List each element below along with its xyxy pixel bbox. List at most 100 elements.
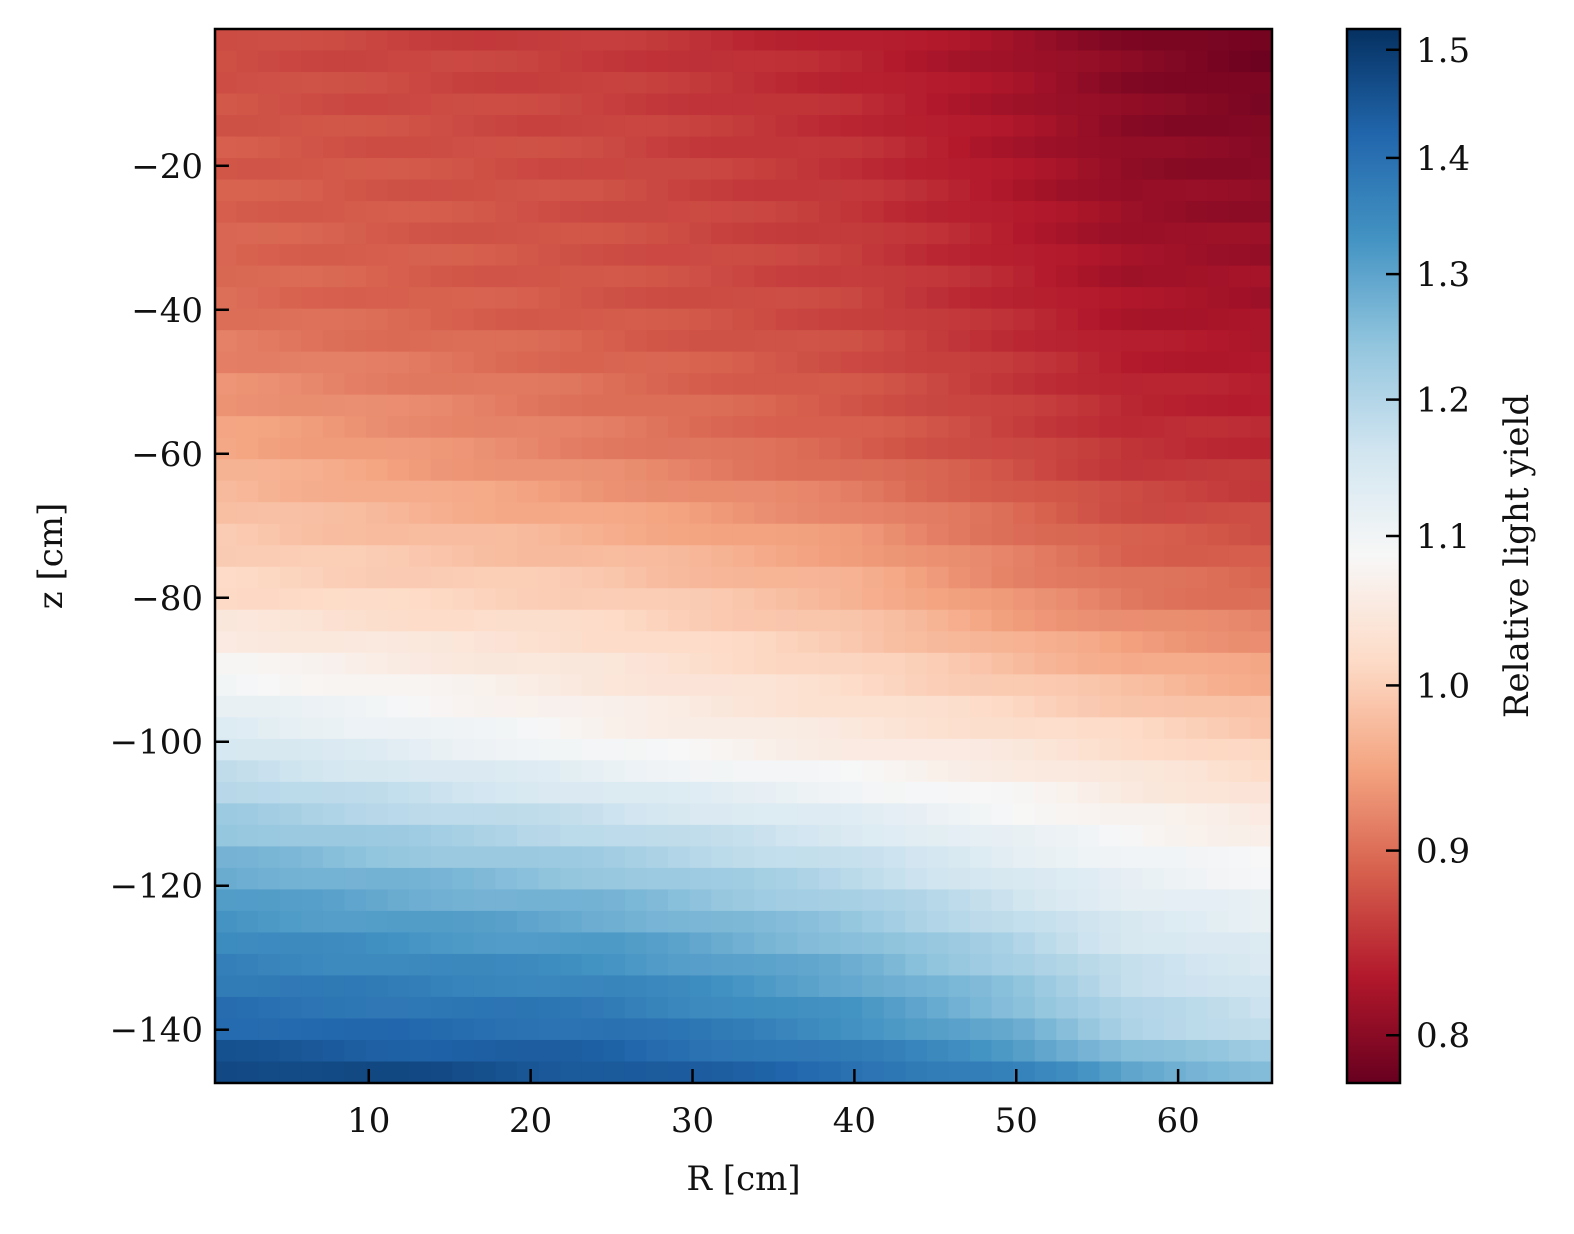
heatmap-cell [689,502,712,525]
heatmap-cell [538,179,561,202]
heatmap-cell [711,1061,734,1084]
heatmap-cell [1228,523,1252,546]
heatmap-cell [452,308,475,331]
heatmap-cell [689,459,712,482]
heatmap-cell [344,480,367,503]
heatmap-cell [581,115,604,138]
heatmap-cell [344,1061,367,1084]
heatmap-cell [430,308,453,331]
heatmap-cell [279,846,302,869]
heatmap-cell [344,781,367,804]
heatmap-cell [258,803,281,826]
heatmap-cell [1164,416,1187,439]
heatmap-cell [668,738,691,761]
heatmap-cell [948,910,971,934]
heatmap-cell [258,889,281,912]
heatmap-cell [624,265,648,288]
heatmap-cell [797,953,820,977]
heatmap-cell [387,674,410,697]
heatmap-cell [819,695,842,718]
heatmap-cell [1034,480,1057,503]
heatmap-cell [301,93,324,116]
heatmap-cell [409,996,432,1020]
heatmap-cell [732,72,755,95]
heatmap-cell [689,201,712,224]
heatmap-cell [1099,910,1122,934]
heatmap-cell [862,824,885,847]
heatmap-cell [797,523,820,546]
heatmap-cell [646,373,669,396]
heatmap-cell [1056,975,1079,998]
heatmap-cell [840,717,863,740]
heatmap-cell [775,416,799,439]
heatmap-cell [366,265,389,288]
heatmap-cell [258,136,281,159]
heatmap-cell [1142,932,1165,955]
heatmap-cell [1185,953,1208,977]
heatmap-cell [711,760,734,783]
heatmap-cell [322,330,346,353]
heatmap-cell [215,265,238,288]
heatmap-cell [689,222,712,245]
heatmap-cell [1207,588,1230,611]
heatmap-cell [732,222,755,245]
heatmap-cell [905,545,928,568]
heatmap-cell [430,29,453,52]
heatmap-cell [1099,72,1122,95]
heatmap-cell [624,609,648,632]
heatmap-cell [344,179,367,202]
heatmap-cell [862,910,885,934]
heatmap-cell [840,545,863,568]
heatmap-cell [344,609,367,632]
heatmap-cell [322,824,346,847]
heatmap-cell [1164,1018,1187,1041]
heatmap-cell [797,265,820,288]
heatmap-cell [322,265,346,288]
heatmap-cell [560,975,583,998]
heatmap-cell [581,781,604,804]
heatmap-cell [1099,846,1122,869]
heatmap-cell [322,932,346,955]
heatmap-cell [646,781,669,804]
heatmap-cell [344,932,367,955]
heatmap-cell [581,158,604,181]
heatmap-cell [1185,932,1208,955]
heatmap-cell [236,1018,259,1041]
heatmap-cell [473,1018,497,1041]
heatmap-cell [970,545,993,568]
heatmap-cell [1077,609,1101,632]
heatmap-cell [883,93,906,116]
heatmap-cell [819,179,842,202]
heatmap-cell [754,158,777,181]
heatmap-cell [1142,72,1165,95]
heatmap-cell [366,932,389,955]
heatmap-cell [1034,867,1057,891]
heatmap-cell [1034,502,1057,525]
heatmap-cell [883,437,906,460]
heatmap-cell [279,760,302,783]
heatmap-cell [862,1039,885,1063]
heatmap-cell [258,588,281,611]
heatmap-cell [473,72,497,95]
heatmap-cell [754,566,777,589]
heatmap-cell [603,330,626,353]
heatmap-cell [581,287,604,310]
heatmap-cell [926,631,950,654]
heatmap-cell [624,824,648,847]
heatmap-cell [1250,437,1273,460]
heatmap-cell [1142,803,1165,826]
heatmap-cell [279,394,302,417]
heatmap-cell [452,1018,475,1041]
heatmap-cell [926,437,950,460]
heatmap-cell [840,781,863,804]
heatmap-cell [1164,566,1187,589]
heatmap-cell [862,158,885,181]
heatmap-cell [430,93,453,116]
heatmap-cell [840,523,863,546]
heatmap-cell [1228,566,1252,589]
heatmap-cell [926,265,950,288]
heatmap-cell [344,631,367,654]
heatmap-cell [905,179,928,202]
heatmap-cell [322,437,346,460]
heatmap-cell [775,265,799,288]
